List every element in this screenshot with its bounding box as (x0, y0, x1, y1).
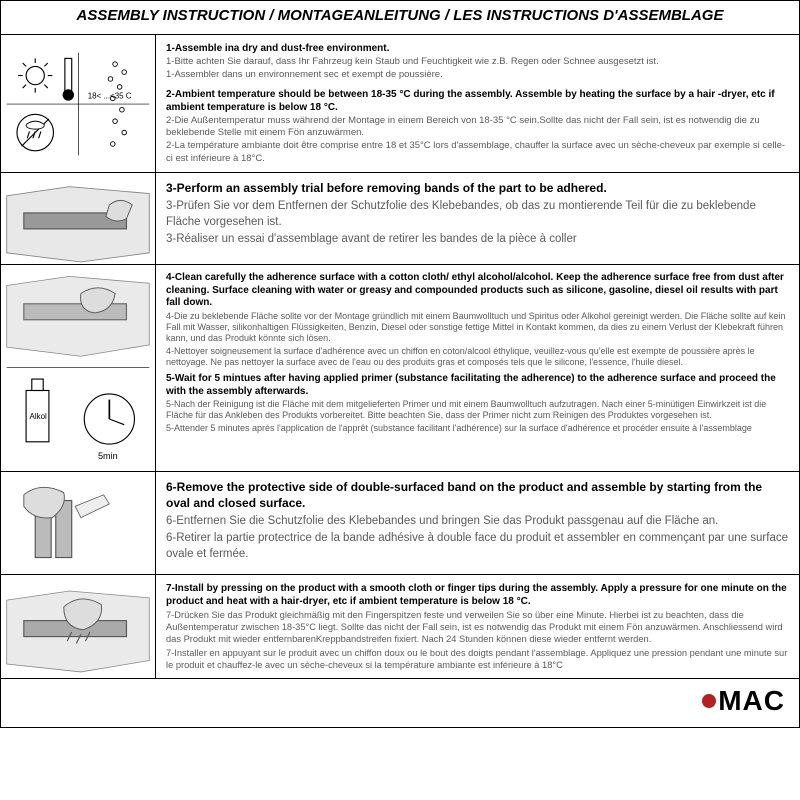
step-row-1: 18< ...<35 C 1-Assemble ina dry and dust… (1, 35, 799, 173)
svg-text:Alkol: Alkol (30, 412, 48, 421)
step4-fr: 4-Nettoyer soigneusement la surface d'ad… (166, 346, 789, 369)
step2-lead: 2-Ambient temperature should be between … (166, 88, 789, 114)
step7-de: 7-Drücken Sie das Produkt gleichmäßig mi… (166, 609, 789, 645)
step-7-text: 7-Install by pressing on the product wit… (156, 575, 799, 678)
step-3-text: 3-Perform an assembly trial before remov… (156, 173, 799, 264)
step1-de: 1-Bitte achten Sie darauf, dass Ihr Fahr… (166, 56, 789, 68)
step2-fr: 2-La température ambiante doit être comp… (166, 140, 789, 165)
step6-fr: 6-Retirer la partie protectrice de la ba… (166, 530, 789, 562)
step2-de: 2-Die Außentemperatur muss während der M… (166, 115, 789, 140)
step-row-3: 3-Perform an assembly trial before remov… (1, 173, 799, 265)
logo-dot-icon (702, 694, 716, 708)
step5-fr: 5-Attender 5 minutes après l'application… (166, 423, 789, 434)
step6-lead: 6-Remove the protective side of double-s… (166, 479, 789, 513)
temp-range-label: 18< ...<35 C (88, 91, 132, 100)
illustration-press (1, 575, 156, 678)
illustration-trial (1, 173, 156, 264)
brand-logo: MAC (702, 685, 785, 717)
step5-de: 5-Nach der Reinigung ist die Fläche mit … (166, 399, 789, 422)
illustration-temperature: 18< ...<35 C (1, 35, 156, 172)
step-row-7: 7-Install by pressing on the product wit… (1, 575, 799, 679)
step7-lead: 7-Install by pressing on the product wit… (166, 582, 789, 608)
step6-de: 6-Entfernen Sie die Schutzfolie des Kleb… (166, 513, 789, 529)
step4-de: 4-Die zu beklebende Fläche sollte vor de… (166, 311, 789, 345)
step-4-5-text: 4-Clean carefully the adherence surface … (156, 265, 799, 470)
svg-text:5min: 5min (98, 451, 118, 461)
step-row-4-5: Alkol 5min 4-Clean carefully the adheren… (1, 265, 799, 471)
step4-lead: 4-Clean carefully the adherence surface … (166, 272, 789, 310)
step5-lead: 5-Wait for 5 mintues after having applie… (166, 373, 789, 398)
step3-lead: 3-Perform an assembly trial before remov… (166, 180, 789, 197)
logo-text: MAC (718, 685, 785, 717)
illustration-clean-primer: Alkol 5min (1, 265, 156, 470)
illustration-remove-tape (1, 472, 156, 575)
step3-de: 3-Prüfen Sie vor dem Entfernen der Schut… (166, 198, 789, 230)
step1-lead: 1-Assemble ina dry and dust-free environ… (166, 42, 789, 55)
step1-fr: 1-Assembler dans un environnement sec et… (166, 69, 789, 81)
step-6-text: 6-Remove the protective side of double-s… (156, 472, 799, 575)
step7-fr: 7-Installer en appuyant sur le produit a… (166, 647, 789, 671)
step3-fr: 3-Réaliser un essai d'assemblage avant d… (166, 231, 789, 247)
step-row-6: 6-Remove the protective side of double-s… (1, 472, 799, 576)
footer: MAC (1, 679, 799, 727)
header-title: ASSEMBLY INSTRUCTION / MONTAGEANLEITUNG … (1, 1, 799, 35)
step-1-2-text: 1-Assemble ina dry and dust-free environ… (156, 35, 799, 172)
instruction-sheet: ASSEMBLY INSTRUCTION / MONTAGEANLEITUNG … (0, 0, 800, 728)
